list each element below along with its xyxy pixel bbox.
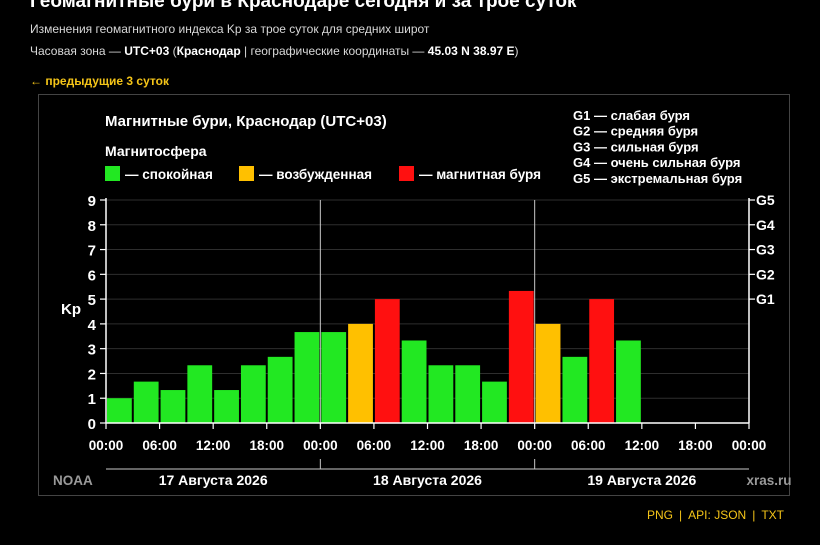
- tz-close: ): [514, 44, 519, 58]
- kp-bar: [482, 381, 507, 423]
- tz-mid: | географические координаты —: [240, 44, 428, 58]
- kp-bar: [294, 332, 320, 423]
- storm-scale-item: G3 — сильная буря: [573, 139, 699, 154]
- kp-bar: [374, 299, 400, 423]
- x-tick-label: 00:00: [517, 438, 552, 453]
- x-tick-label: 18:00: [678, 438, 713, 453]
- separator: |: [752, 508, 756, 522]
- kp-bar: [348, 323, 373, 423]
- legend-label: — спокойная: [125, 167, 213, 182]
- x-tick-label: 18:00: [464, 438, 499, 453]
- x-tick-label: 18:00: [249, 438, 284, 453]
- y-tick-label: 9: [88, 193, 96, 210]
- kp-bar: [589, 299, 615, 423]
- y-tick-label: 5: [88, 292, 96, 309]
- tz-open: (: [169, 44, 177, 58]
- storm-scale-item: G5 — экстремальная буря: [573, 171, 742, 186]
- x-tick-label: 00:00: [732, 438, 767, 453]
- g-level-label: G1: [756, 291, 775, 307]
- x-tick-label: 00:00: [303, 438, 338, 453]
- y-tick-label: 4: [88, 317, 97, 334]
- y-tick-label: 6: [88, 267, 96, 284]
- x-tick-label: 12:00: [196, 438, 231, 453]
- kp-bar: [562, 356, 588, 423]
- tz-coords: 45.03 N 38.97 E: [427, 44, 515, 58]
- legend-label: — возбужденная: [259, 167, 372, 182]
- y-tick-label: 1: [88, 391, 96, 408]
- kp-bar: [240, 365, 266, 423]
- legend-label: — магнитная буря: [419, 167, 541, 182]
- x-tick-label: 06:00: [357, 438, 392, 453]
- legend-title: Магнитосфера: [105, 143, 207, 159]
- kp-bar: [160, 390, 186, 423]
- chart-title: Магнитные бури, Краснодар (UTC+03): [105, 113, 387, 130]
- legend-swatch: [399, 166, 414, 181]
- y-tick-label: 7: [88, 243, 96, 260]
- kp-bars: [107, 290, 641, 423]
- g-level-label: G4: [756, 217, 775, 233]
- storm-scale-item: G1 — слабая буря: [573, 108, 690, 123]
- day-label: 19 Августа 2026: [587, 472, 696, 488]
- export-links: PNG | API: JSON | TXT: [647, 508, 784, 522]
- x-tick-label: 06:00: [142, 438, 177, 453]
- y-tick-label: 2: [88, 366, 96, 383]
- y-axis-label: Kp: [61, 301, 81, 318]
- kp-bar: [535, 323, 561, 423]
- y-tick-label: 8: [88, 218, 96, 235]
- kp-chart-frame: 0 1 2 3 4 5 6 7 8 9 G1 G2 G3 G4 G5 Kp 00:00 06:00 12:00 18:…: [38, 94, 791, 496]
- tz-city: Краснодар: [176, 44, 241, 58]
- timezone-info: Часовая зона — UTC+03 (Краснодар | геогр…: [30, 44, 519, 58]
- y-tick-label: 0: [88, 416, 96, 433]
- legend-swatch: [105, 166, 120, 181]
- y-tick-label: 3: [88, 342, 96, 359]
- x-tick-label: 12:00: [410, 438, 445, 453]
- noaa-watermark: NOAA: [53, 473, 93, 488]
- day-label: 18 Августа 2026: [373, 472, 482, 488]
- x-tick-label: 12:00: [625, 438, 660, 453]
- x-tick-label: 06:00: [571, 438, 606, 453]
- tz-prefix: Часовая зона —: [30, 44, 125, 58]
- kp-bar: [508, 290, 534, 423]
- page-subtitle: Изменения геомагнитного индекса Kp за тр…: [30, 22, 430, 36]
- txt-link[interactable]: TXT: [761, 508, 784, 522]
- kp-bar: [187, 365, 213, 423]
- g-level-label: G3: [756, 242, 775, 258]
- xras-watermark: xras.ru: [746, 473, 791, 488]
- page-title: Геомагнитные бури в Краснодаре сегодня и…: [30, 0, 577, 12]
- axes: [100, 198, 755, 470]
- kp-bar: [133, 381, 159, 423]
- kp-chart: 0 1 2 3 4 5 6 7 8 9 G1 G2 G3 G4 G5 Kp 00:00 06:00 12:00 18:…: [53, 108, 791, 488]
- kp-bar: [428, 365, 454, 423]
- json-link[interactable]: JSON: [714, 508, 747, 522]
- storm-scale-item: G2 — средняя буря: [573, 124, 698, 139]
- api-label: API:: [688, 508, 711, 522]
- tz-value: UTC+03: [124, 44, 170, 58]
- g-level-label: G2: [756, 266, 775, 282]
- png-link[interactable]: PNG: [647, 508, 674, 522]
- prev-3-days-link[interactable]: ← предыдущие 3 суток: [30, 74, 169, 88]
- kp-bar: [107, 398, 132, 423]
- day-label: 17 Августа 2026: [159, 472, 268, 488]
- kp-bar: [321, 332, 347, 423]
- legend-swatch: [239, 166, 254, 181]
- kp-bar: [455, 365, 481, 423]
- kp-bar: [267, 356, 293, 423]
- grid-lines: [106, 199, 749, 423]
- g-level-label: G5: [756, 192, 775, 208]
- kp-bar: [401, 340, 427, 423]
- kp-bar: [616, 340, 641, 423]
- storm-scale-item: G4 — очень сильная буря: [573, 155, 740, 170]
- kp-bar: [214, 390, 239, 423]
- x-tick-label: 00:00: [89, 438, 124, 453]
- separator: |: [679, 508, 683, 522]
- chart-text: 0 1 2 3 4 5 6 7 8 9 G1 G2 G3 G4 G5 Kp 00:00 06:00 12:00 18:…: [53, 108, 791, 488]
